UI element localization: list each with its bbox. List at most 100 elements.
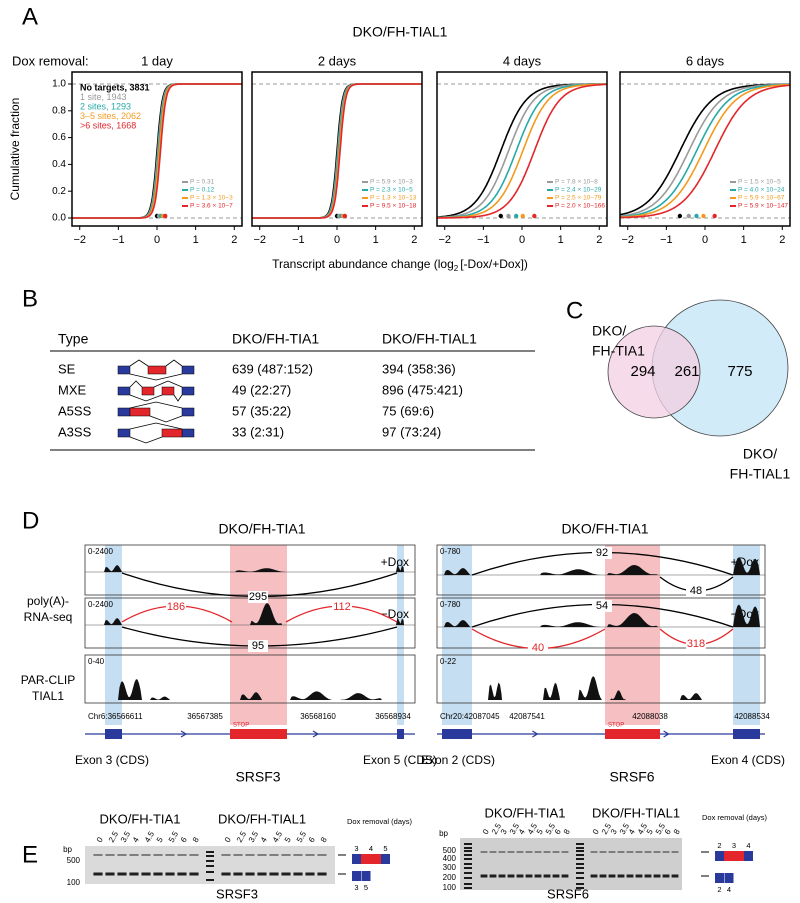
gel-band <box>653 851 661 853</box>
coverage <box>543 682 560 700</box>
gel-group: DKO/FH-TIA1 <box>100 811 181 826</box>
lane-label: 6 <box>307 835 317 844</box>
median-dot <box>677 213 683 219</box>
table-header: DKO/FH-TIA1 <box>232 331 319 347</box>
y-tick-label: 0.0 <box>52 213 66 224</box>
ladder-band <box>206 855 214 857</box>
table-cell: 639 (487:152) <box>232 361 313 376</box>
x-tick-label: −1 <box>660 234 673 246</box>
lane-label: 5.5 <box>167 829 181 844</box>
strand-chevron <box>663 730 670 738</box>
gel-band <box>552 874 560 878</box>
p-value: P = 1.3 × 10−13 <box>370 195 417 202</box>
exon <box>733 729 760 739</box>
junction-count: 318 <box>687 638 705 650</box>
gel-band <box>257 872 267 876</box>
label-bg <box>592 547 612 559</box>
venn-count: 261 <box>674 363 699 380</box>
p-value: P = 5.9 × 10−3 <box>370 179 413 186</box>
y-tick-label: 0.6 <box>52 132 66 143</box>
gel-band <box>233 872 243 876</box>
label-bg <box>528 642 548 654</box>
isoform-exon <box>352 854 361 864</box>
lane-label: 0 <box>95 835 105 844</box>
x-label-part: Transcript abundance change (log <box>272 257 454 271</box>
lane-label: 8 <box>319 835 329 844</box>
stop-label: STOP <box>608 723 624 729</box>
ladder-band <box>206 851 214 853</box>
lane-label: 6 <box>179 835 189 844</box>
y-tick-label: 0.8 <box>52 105 66 116</box>
ladder-band <box>464 843 472 845</box>
junction-count: 295 <box>249 591 267 603</box>
gel-band <box>626 874 634 878</box>
ladder-band <box>464 867 472 869</box>
isoform-exon-label: 4 <box>746 841 750 850</box>
gel-band <box>561 874 569 878</box>
bp-label: bp <box>439 829 448 838</box>
track-scale: 0-2400 <box>88 600 113 609</box>
coordinate: 42088038 <box>632 712 668 721</box>
splice-line <box>129 401 183 409</box>
x-tick-label: 0 <box>702 234 708 246</box>
x-tick-label: 2 <box>596 234 602 246</box>
p-value: P = 5.9 × 10−147 <box>738 203 788 210</box>
gel-band <box>489 851 497 853</box>
panel-label: A <box>22 3 38 30</box>
isoform-exon <box>715 851 724 861</box>
gel-band <box>525 851 533 853</box>
lane-label: 8 <box>191 835 201 844</box>
p-value: P = 0.12 <box>190 187 215 194</box>
splice-line <box>165 359 183 367</box>
median-dot <box>694 213 699 219</box>
lane-label: 0 <box>591 827 601 836</box>
coverage <box>396 564 404 572</box>
strand-chevron <box>312 730 320 738</box>
y-axis-label: Cumulative fraction <box>8 98 22 201</box>
gel-band <box>498 851 506 853</box>
gene-name: SRSF6 <box>609 769 654 785</box>
gel-band <box>245 854 255 856</box>
p-value: P = 2.3 × 10−5 <box>370 187 413 194</box>
splice-line <box>129 394 163 402</box>
track-label: PAR-CLIP <box>21 673 75 687</box>
table-cell: A3SS <box>58 424 92 439</box>
gel-band <box>599 874 607 878</box>
exon-box <box>117 428 131 438</box>
gel-band <box>543 874 551 878</box>
coverage <box>104 618 122 625</box>
ladder-band <box>576 877 584 879</box>
dox-caption: Dox removal (days) <box>702 813 768 822</box>
gel-gene-name: SRSF3 <box>216 886 258 901</box>
gene-name: SRSF3 <box>235 769 280 785</box>
gel-band <box>644 851 652 853</box>
gel-band <box>653 874 661 878</box>
ladder-band <box>464 854 472 856</box>
coverage <box>235 568 285 572</box>
gel-band <box>525 874 533 878</box>
coordinate: Chr6:36566611 <box>88 712 143 721</box>
y-tick-label: 0.2 <box>52 186 66 197</box>
venn-count: 775 <box>727 363 752 380</box>
lane-label: 2.5 <box>107 829 121 844</box>
x-tick-label: 2 <box>411 234 417 246</box>
gel-band <box>671 851 679 853</box>
lane-label: 0 <box>223 835 233 844</box>
coverage <box>444 620 470 627</box>
exon-box <box>117 365 131 375</box>
table-cell: 394 (358:36) <box>382 361 456 376</box>
gel-gene-name: SRSF6 <box>547 886 589 901</box>
ladder-band <box>464 887 472 889</box>
isoform-exon <box>361 871 371 881</box>
lane-label: 3.5 <box>247 829 261 844</box>
isoform-exon-label: 3 <box>354 844 358 853</box>
ladder-band <box>576 863 584 865</box>
coordinate: 42087541 <box>509 712 545 721</box>
gel-band <box>269 872 279 876</box>
x-tick-label: −1 <box>477 234 490 246</box>
ladder-band <box>206 860 214 862</box>
coordinate: 42088534 <box>734 712 770 721</box>
lane-label: 4 <box>627 827 637 836</box>
isoform-exon <box>715 873 724 883</box>
exon-shade <box>105 545 122 725</box>
